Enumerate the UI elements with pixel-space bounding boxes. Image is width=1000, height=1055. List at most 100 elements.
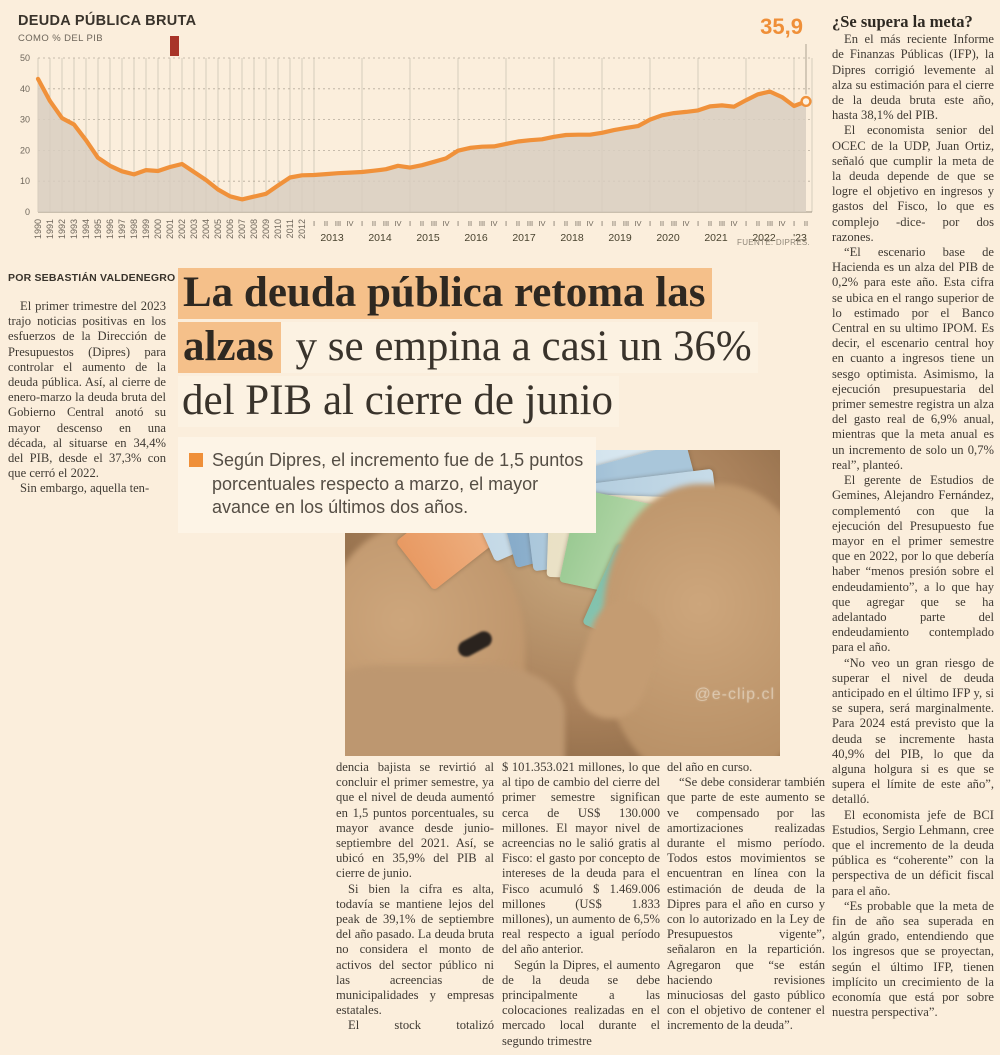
svg-text:2000: 2000 xyxy=(153,219,163,239)
svg-text:I: I xyxy=(745,219,747,228)
paragraph: “El escenario base de Hacienda es un alz… xyxy=(832,245,994,472)
svg-text:I: I xyxy=(313,219,315,228)
svg-text:IV: IV xyxy=(586,219,593,228)
svg-text:1998: 1998 xyxy=(129,219,139,239)
svg-text:1991: 1991 xyxy=(45,219,55,239)
svg-text:I: I xyxy=(649,219,651,228)
svg-text:III: III xyxy=(671,219,677,228)
paragraph: $ 101.353.021 millones, lo que al tipo d… xyxy=(502,760,660,957)
svg-text:IV: IV xyxy=(442,219,449,228)
bottom-col-2: $ 101.353.021 millones, lo que al tipo d… xyxy=(502,760,660,1049)
paragraph: del año en curso. xyxy=(667,760,753,774)
svg-text:2017: 2017 xyxy=(512,232,536,244)
svg-text:I: I xyxy=(361,219,363,228)
svg-text:2012: 2012 xyxy=(297,219,307,239)
paragraph: Si bien la cifra es alta, todavía se man… xyxy=(336,881,494,1018)
svg-text:2016: 2016 xyxy=(464,232,488,244)
paragraph: Según la Dipres, el aumento de la deuda … xyxy=(502,957,660,1048)
paragraph: El stock totalizó xyxy=(348,1018,494,1033)
svg-text:I: I xyxy=(505,219,507,228)
chart-title: DEUDA PÚBLICA BRUTA xyxy=(18,13,197,29)
svg-text:2020: 2020 xyxy=(656,232,680,244)
svg-text:III: III xyxy=(623,219,629,228)
chart-subtitle: COMO % DEL PIB xyxy=(18,33,103,44)
svg-text:1992: 1992 xyxy=(57,219,67,239)
subhead-box: Según Dipres, el incremento fue de 1,5 p… xyxy=(178,437,596,533)
paragraph: El economista senior del OCEC de la UDP,… xyxy=(832,123,994,244)
svg-text:2001: 2001 xyxy=(165,219,175,239)
svg-text:III: III xyxy=(527,219,533,228)
svg-text:2006: 2006 xyxy=(225,219,235,239)
svg-text:II: II xyxy=(756,219,760,228)
headline-highlight-1: La deuda pública retoma las xyxy=(178,268,713,319)
headline-rest: y se empina a casi un 36% xyxy=(280,322,758,373)
headline-highlight-2: alzas xyxy=(178,322,281,373)
svg-text:1997: 1997 xyxy=(117,219,127,239)
svg-text:IV: IV xyxy=(394,219,401,228)
svg-text:2007: 2007 xyxy=(237,219,247,239)
svg-text:2004: 2004 xyxy=(201,219,211,239)
svg-text:I: I xyxy=(793,219,795,228)
paragraph: “Se debe considerar también que parte de… xyxy=(667,775,825,1033)
svg-text:II: II xyxy=(564,219,568,228)
svg-text:2002: 2002 xyxy=(177,219,187,239)
svg-text:1990: 1990 xyxy=(33,219,43,239)
svg-text:1995: 1995 xyxy=(93,219,103,239)
svg-text:2021: 2021 xyxy=(704,232,728,244)
svg-text:III: III xyxy=(479,219,485,228)
svg-text:IV: IV xyxy=(730,219,737,228)
sidebar-heading: ¿Se supera la meta? xyxy=(832,12,973,31)
svg-text:III: III xyxy=(383,219,389,228)
svg-text:IV: IV xyxy=(490,219,497,228)
svg-text:2014: 2014 xyxy=(368,232,392,244)
svg-text:2010: 2010 xyxy=(273,219,283,239)
chart-latest-value: 35,9 xyxy=(760,14,803,39)
svg-text:2005: 2005 xyxy=(213,219,223,239)
square-bullet-icon xyxy=(189,453,203,467)
svg-text:III: III xyxy=(431,219,437,228)
byline: POR SEBASTIÁN VALDENEGRO xyxy=(8,272,176,284)
paragraph: En el más reciente Informe de Finanzas P… xyxy=(832,32,994,123)
svg-text:2009: 2009 xyxy=(261,219,271,239)
svg-text:II: II xyxy=(708,219,712,228)
svg-text:'23: '23 xyxy=(793,232,807,244)
photo-watermark: @e-clip.cl xyxy=(694,686,775,703)
svg-text:0: 0 xyxy=(25,207,30,217)
svg-text:II: II xyxy=(468,219,472,228)
paragraph: “Es probable que la meta de fin de año s… xyxy=(832,898,994,1020)
svg-text:I: I xyxy=(697,219,699,228)
headline: La deuda pública retoma las alzas y se e… xyxy=(178,266,788,428)
svg-text:IV: IV xyxy=(778,219,785,228)
svg-text:I: I xyxy=(457,219,459,228)
paragraph: El gerente de Estudios de Gemines, Aleja… xyxy=(832,473,994,655)
svg-text:2011: 2011 xyxy=(285,219,295,238)
paragraph: El primer trimestre del 2023 trajo notic… xyxy=(8,299,166,481)
svg-text:III: III xyxy=(719,219,725,228)
svg-text:2013: 2013 xyxy=(320,232,344,244)
svg-text:1996: 1996 xyxy=(105,219,115,239)
paragraph: Sin embargo, aquella ten- xyxy=(20,481,150,496)
svg-text:II: II xyxy=(612,219,616,228)
svg-text:III: III xyxy=(767,219,773,228)
bottom-col-3: del año en curso. “Se debe considerar tam… xyxy=(667,760,825,1034)
section-red-mark xyxy=(170,36,179,56)
svg-text:1993: 1993 xyxy=(69,219,79,239)
paragraph: “No veo un gran riesgo de superar el niv… xyxy=(832,655,994,807)
paragraph: El economista jefe de BCI Estudios, Serg… xyxy=(832,807,994,898)
forearm xyxy=(345,665,565,756)
sidebar-column: ¿Se supera la meta? En el más reciente I… xyxy=(832,12,994,1020)
svg-text:III: III xyxy=(575,219,581,228)
svg-text:50: 50 xyxy=(20,53,30,63)
bottom-col-1: dencia bajista se revirtió al concluir e… xyxy=(336,760,494,1034)
svg-text:II: II xyxy=(660,219,664,228)
svg-text:2008: 2008 xyxy=(249,219,259,239)
svg-text:IV: IV xyxy=(634,219,641,228)
svg-text:1999: 1999 xyxy=(141,219,151,239)
svg-text:II: II xyxy=(324,219,328,228)
svg-text:10: 10 xyxy=(20,176,30,186)
svg-text:1994: 1994 xyxy=(81,219,91,239)
subhead-text: Según Dipres, el incremento fue de 1,5 p… xyxy=(212,450,584,517)
svg-text:2018: 2018 xyxy=(560,232,584,244)
svg-text:I: I xyxy=(409,219,411,228)
